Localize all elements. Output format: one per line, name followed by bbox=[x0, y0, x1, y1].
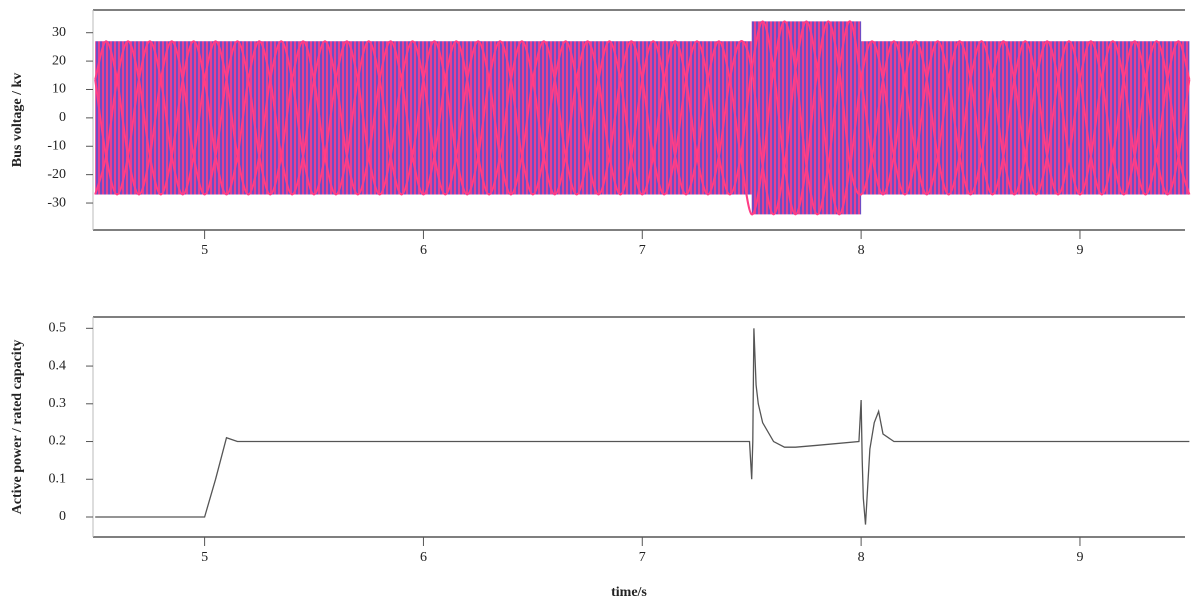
waveform-band bbox=[95, 41, 752, 195]
y-tick-label: 0 bbox=[59, 509, 66, 524]
x-tick-label: 8 bbox=[858, 243, 865, 258]
y-tick-label: 0 bbox=[59, 110, 66, 125]
y-tick-label: 0.2 bbox=[49, 434, 67, 449]
x-tick-label: 6 bbox=[420, 550, 427, 565]
series-line bbox=[94, 20, 1191, 216]
y-axis-label: Active power / rated capacity bbox=[10, 340, 25, 515]
x-axis-label: time/s bbox=[611, 585, 647, 600]
waveform-band bbox=[861, 41, 1190, 195]
y-tick-label: -10 bbox=[47, 138, 66, 153]
series-line bbox=[95, 328, 1190, 525]
y-tick-label: 0.5 bbox=[49, 321, 67, 336]
y-tick-label: 10 bbox=[52, 82, 66, 97]
y-tick-label: -30 bbox=[47, 195, 66, 210]
y-tick-label: 0.1 bbox=[49, 471, 67, 486]
x-tick-label: 6 bbox=[420, 243, 427, 258]
subplot: -30 -20 -10 0 10 20 30 5 6 7 8 9 Bus voltage / kv bbox=[10, 9, 1191, 258]
y-tick-label: 30 bbox=[52, 25, 66, 40]
x-tick-label: 7 bbox=[639, 243, 646, 258]
x-tick-label: 8 bbox=[858, 550, 865, 565]
y-tick-label: 20 bbox=[52, 53, 66, 68]
x-tick-label: 9 bbox=[1076, 243, 1083, 258]
y-axis-label: Bus voltage / kv bbox=[10, 73, 25, 168]
y-tick-label: -20 bbox=[47, 167, 66, 182]
x-tick-label: 5 bbox=[201, 243, 208, 258]
y-tick-label: 0.4 bbox=[49, 358, 67, 373]
series-line bbox=[94, 20, 1191, 216]
x-tick-label: 5 bbox=[201, 550, 208, 565]
x-tick-label: 7 bbox=[639, 550, 646, 565]
x-tick-label: 9 bbox=[1076, 550, 1083, 565]
waveform-band bbox=[751, 21, 862, 215]
subplot: 0 0.1 0.2 0.3 0.4 0.5 5 6 7 8 9 Active power / rate… bbox=[10, 316, 1190, 600]
y-tick-label: 0.3 bbox=[49, 396, 67, 411]
series-line bbox=[94, 20, 1191, 216]
